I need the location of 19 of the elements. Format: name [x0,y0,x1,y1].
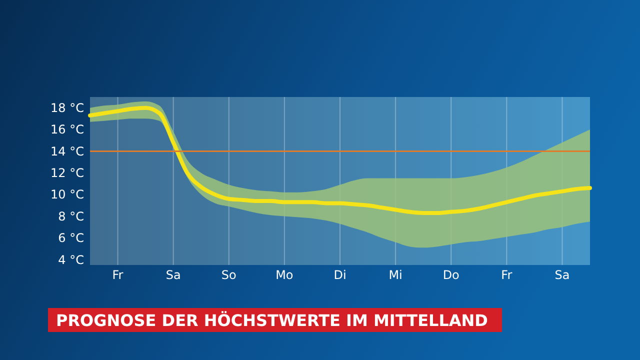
y-tick-label: 14 °C [50,144,84,158]
x-tick-label: Mi [388,268,402,282]
line-series [88,106,592,215]
x-tick-label: Do [442,268,460,282]
y-tick-label: 4 °C [58,252,84,267]
y-tick-label: 18 °C [50,101,84,116]
y-tick-label: 12 °C [50,166,84,180]
y-tick-label: 6 °C [58,231,84,246]
x-tick-label: Fr [501,268,512,282]
text: PROGNOSE DER HÖCHSTWERTE IM MITTELLAND [56,311,488,330]
x-tick-label: Di [334,268,346,282]
x-tick-label: Fr [112,268,124,282]
x-tick-label: So [221,268,236,282]
y-tick-label: 10 °C [50,188,84,202]
x-tick-label: Mo [276,268,294,282]
y-tick-label: 8 °C [58,209,84,224]
y-tick-label: 16 °C [50,122,84,137]
x-tick-label: Sa [554,268,570,282]
x-tick-label: Sa [166,268,181,282]
